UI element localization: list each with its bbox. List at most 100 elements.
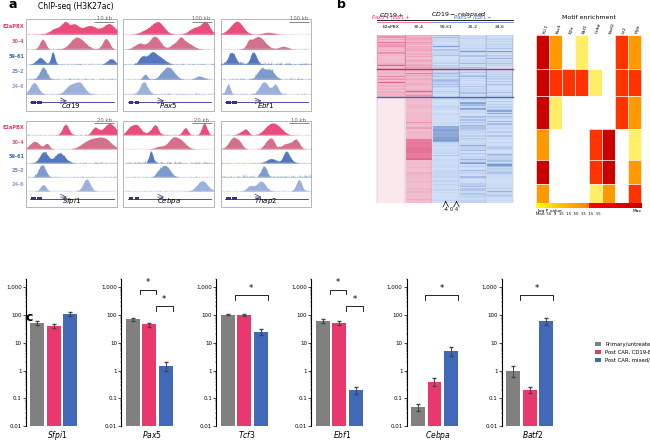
Bar [487,101,512,102]
Bar [432,69,459,97]
Bar [433,114,459,115]
Bar [349,390,363,444]
Bar [433,130,459,131]
X-axis label: $\it{Batf2}$: $\it{Batf2}$ [522,429,543,440]
Text: $\it{Pax5}$: $\it{Pax5}$ [159,101,178,110]
Bar [562,96,575,129]
Text: PU.1: PU.1 [543,24,549,34]
Text: *: * [249,284,254,293]
Bar [432,35,459,69]
Text: *: * [162,295,166,304]
Bar [460,194,486,195]
Bar [460,146,486,147]
Bar [460,127,486,129]
Bar [564,203,565,208]
Bar [638,203,640,208]
Bar [406,35,432,69]
Bar [406,138,432,139]
Bar [606,203,607,208]
Bar [433,133,459,134]
Bar [433,180,459,182]
Bar [433,127,459,129]
Bar [460,182,486,183]
Bar [487,111,512,113]
Bar [460,170,486,171]
Bar [487,195,512,196]
Text: Myb: Myb [635,24,641,34]
Bar [487,118,512,119]
Bar [460,188,486,190]
Bar [460,149,486,150]
Bar [433,186,459,187]
Bar [406,162,432,163]
Bar [433,151,459,152]
Bar [433,183,459,184]
Bar [433,107,459,109]
Bar [433,174,459,175]
Bar [406,200,432,202]
Bar [487,121,512,122]
Bar [433,156,459,158]
Bar [628,96,641,129]
Bar [487,156,512,158]
Bar [433,123,459,125]
Bar [226,198,231,200]
Bar [549,184,562,203]
Bar [460,99,486,100]
Bar [486,97,513,203]
Bar [623,203,625,208]
Bar [433,187,459,188]
Bar [460,171,486,172]
Bar [487,107,512,109]
Bar [549,129,562,160]
Text: Ebf1: Ebf1 [582,24,588,34]
Bar [487,134,512,135]
Bar [487,113,512,114]
Bar [460,142,486,143]
Bar [615,184,628,203]
Bar [606,203,608,208]
Bar [316,321,330,444]
Bar [619,203,621,208]
Bar [406,172,432,174]
Bar [406,135,432,137]
Bar [595,203,596,208]
Text: E2aPBX: E2aPBX [3,126,25,131]
Bar [433,126,459,127]
Bar [433,182,459,183]
Bar [487,179,512,180]
Bar [406,97,432,99]
Bar [460,195,486,196]
Bar [487,184,512,186]
Text: -log P value: -log P value [536,209,562,213]
Text: Irf2: Irf2 [621,26,627,34]
Bar [573,203,574,208]
Bar [545,203,547,208]
X-axis label: $\it{Cebpa}$: $\it{Cebpa}$ [424,429,450,442]
Bar [406,113,432,114]
Bar [487,154,512,155]
Bar [542,203,543,208]
Bar [628,69,641,96]
Bar [628,184,641,203]
Bar [615,69,628,96]
Bar [544,203,545,208]
Bar [487,182,512,183]
Bar [487,109,512,110]
Bar [637,203,638,208]
Bar [586,203,587,208]
Bar [433,160,459,162]
Bar [159,365,172,444]
Bar [562,203,564,208]
Text: 25-2: 25-2 [467,25,478,29]
Bar [487,129,512,130]
Bar [433,138,459,139]
Bar [433,149,459,150]
Bar [556,203,557,208]
Bar [487,137,512,138]
Bar [377,97,406,203]
Bar [406,109,432,110]
Bar [406,194,432,195]
Bar [406,158,432,159]
Bar [460,196,486,198]
